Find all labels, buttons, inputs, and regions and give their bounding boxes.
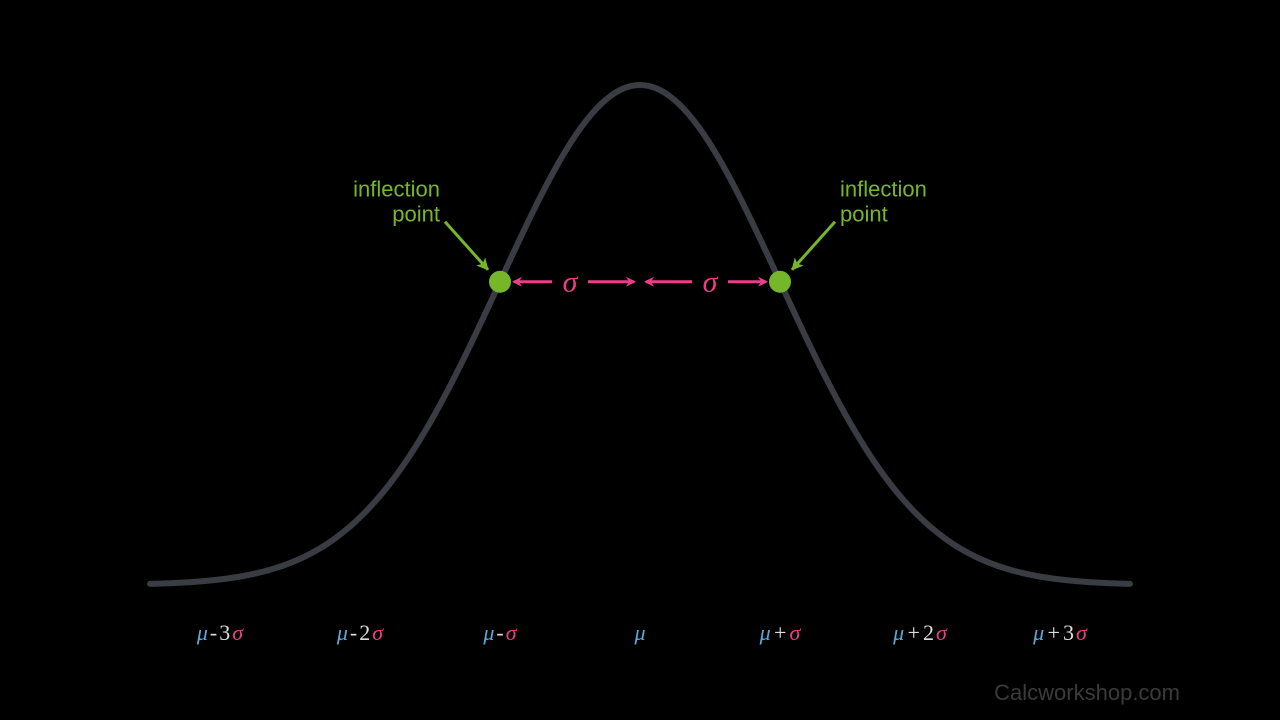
axis-label-6: μ+3σ <box>1032 620 1088 645</box>
inflection-point-left <box>489 271 511 293</box>
axis-label-4: μ+σ <box>759 620 802 645</box>
axis-label-0: μ-3σ <box>196 620 244 645</box>
axis-label-2: μ-σ <box>482 620 517 645</box>
axis-label-1: μ-2σ <box>336 620 384 645</box>
axis-label-3: μ <box>633 620 645 645</box>
sigma-label-left: σ <box>563 266 579 299</box>
inflection-label-right-line2: point <box>840 202 888 227</box>
watermark: Calcworkshop.com <box>994 680 1180 705</box>
inflection-label-left-line1: inflection <box>353 177 440 202</box>
diagram-canvas: σσinflectionpointinflectionpointμ-3σμ-2σ… <box>0 0 1280 720</box>
inflection-label-left-line2: point <box>392 202 440 227</box>
inflection-point-right <box>769 271 791 293</box>
sigma-label-right: σ <box>703 266 719 299</box>
axis-label-5: μ+2σ <box>892 620 948 645</box>
background <box>0 0 1280 720</box>
inflection-label-right-line1: inflection <box>840 177 927 202</box>
